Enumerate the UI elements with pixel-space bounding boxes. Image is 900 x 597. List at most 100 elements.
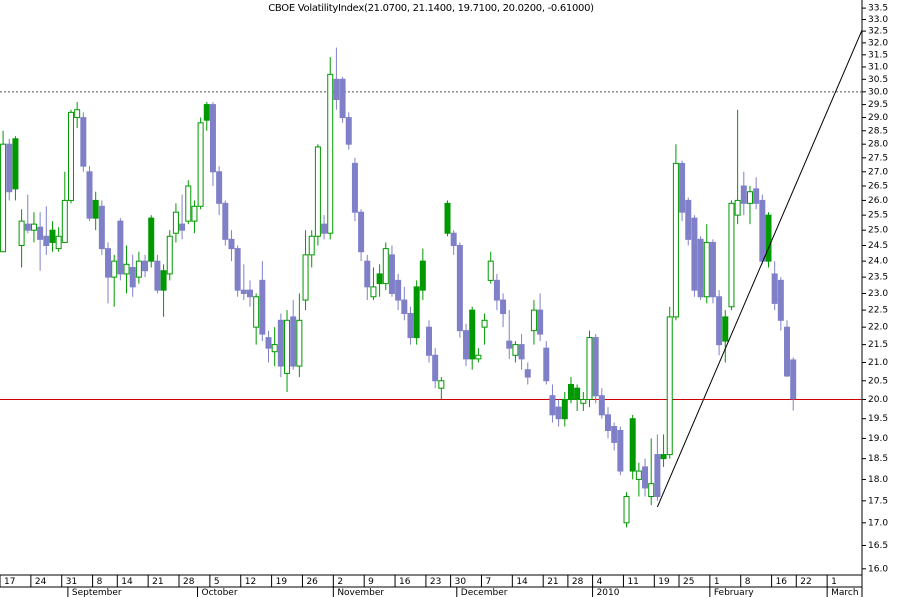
x-tick-label: 11	[627, 577, 638, 587]
candle-body	[246, 289, 253, 298]
candle-body	[222, 202, 229, 240]
candle-body	[234, 248, 241, 291]
candle-body	[771, 273, 778, 304]
x-tick-label: 25	[683, 577, 694, 587]
candle-body	[12, 138, 19, 190]
candle-body	[586, 337, 593, 400]
candle-body	[111, 260, 118, 278]
candle-body	[302, 254, 309, 301]
y-tick-label: 23.0	[868, 289, 888, 299]
chart-title: CBOE VolatilityIndex(21.0700, 21.1400, 1…	[268, 3, 594, 14]
candle-body	[500, 299, 507, 315]
candle-body	[55, 235, 62, 250]
candle-body	[679, 162, 686, 213]
x-tick-label: 9	[368, 577, 374, 587]
candle-body	[753, 188, 760, 204]
candle-body	[74, 109, 81, 119]
candle-body	[580, 398, 587, 404]
month-label: October	[202, 588, 238, 597]
x-tick-label: 16	[399, 577, 411, 587]
candle-body	[592, 337, 599, 397]
candle-body	[333, 78, 340, 100]
y-tick-label: 21.0	[868, 358, 888, 368]
candle-body	[179, 223, 186, 231]
candle-body	[574, 387, 581, 400]
candle-body	[518, 344, 525, 360]
x-tick-label: 31	[66, 577, 77, 587]
candle-body	[450, 232, 457, 247]
candle-body	[734, 199, 741, 216]
candle-body	[142, 260, 149, 272]
candle-body	[716, 296, 723, 346]
candle-body	[432, 354, 439, 382]
candle-body	[598, 395, 605, 416]
candle-body	[765, 214, 772, 262]
x-tick-label: 26	[306, 577, 318, 587]
y-tick-label: 20.0	[868, 395, 888, 405]
candle-body	[426, 326, 432, 356]
candle-body	[413, 286, 420, 339]
candle-body	[228, 238, 235, 250]
candle-body	[30, 223, 37, 231]
y-tick-label: 16.5	[868, 541, 888, 551]
candle-body	[691, 217, 698, 291]
x-tick-label: 14	[121, 577, 133, 587]
candle-body	[444, 202, 451, 234]
y-tick-label: 31.0	[868, 62, 888, 72]
candle-body	[790, 359, 797, 400]
candle-body	[321, 223, 328, 234]
candle-body	[635, 470, 642, 480]
month-label: February	[714, 588, 755, 597]
candle-body	[438, 380, 445, 389]
x-tick-label: 7	[485, 577, 491, 587]
y-tick-label: 28.0	[868, 140, 888, 150]
candle-body	[642, 466, 649, 489]
candle-body	[388, 254, 395, 294]
candle-body	[561, 398, 568, 420]
y-tick-label: 21.5	[868, 340, 888, 350]
candle-body	[654, 454, 661, 497]
candle-body	[358, 211, 365, 253]
x-tick-label: 21	[152, 577, 163, 587]
candle-body	[123, 263, 130, 275]
y-tick-label: 30.0	[868, 87, 888, 97]
y-tick-label: 24.0	[868, 257, 888, 267]
x-tick-label: 30	[455, 577, 467, 587]
candle-body	[154, 260, 161, 291]
candle-body	[567, 383, 574, 400]
x-tick-label: 19	[276, 577, 288, 587]
y-tick-label: 19.0	[868, 434, 888, 444]
y-tick-label: 22.0	[868, 323, 888, 333]
y-tick-label: 33.0	[868, 15, 888, 25]
candle-body	[617, 429, 624, 472]
x-tick-label: 19	[658, 577, 670, 587]
candle-body	[185, 185, 192, 222]
candle-body	[623, 495, 630, 524]
x-tick-label: 28	[183, 577, 195, 587]
candle-body	[339, 78, 346, 119]
x-tick-label: 12	[245, 577, 256, 587]
candle-body	[475, 354, 482, 360]
y-tick-label: 32.0	[868, 38, 888, 48]
candle-body	[284, 319, 291, 374]
candle-body	[524, 369, 531, 378]
y-tick-label: 32.5	[868, 27, 888, 37]
candle-body	[537, 309, 544, 335]
x-tick-label: 23	[430, 577, 441, 587]
y-tick-label: 18.0	[868, 475, 888, 485]
candle-body	[271, 344, 278, 353]
x-tick-label: 4	[597, 577, 603, 587]
y-tick-label: 26.0	[868, 196, 888, 206]
candle-body	[98, 205, 105, 250]
y-tick-label: 29.0	[868, 113, 888, 123]
candle-body	[0, 143, 7, 253]
candle-body	[407, 313, 414, 339]
candle-body	[685, 199, 692, 240]
x-tick-label: 5	[214, 577, 220, 587]
candle-body	[370, 286, 377, 298]
y-tick-label: 28.5	[868, 126, 888, 136]
candle-body	[666, 316, 673, 456]
